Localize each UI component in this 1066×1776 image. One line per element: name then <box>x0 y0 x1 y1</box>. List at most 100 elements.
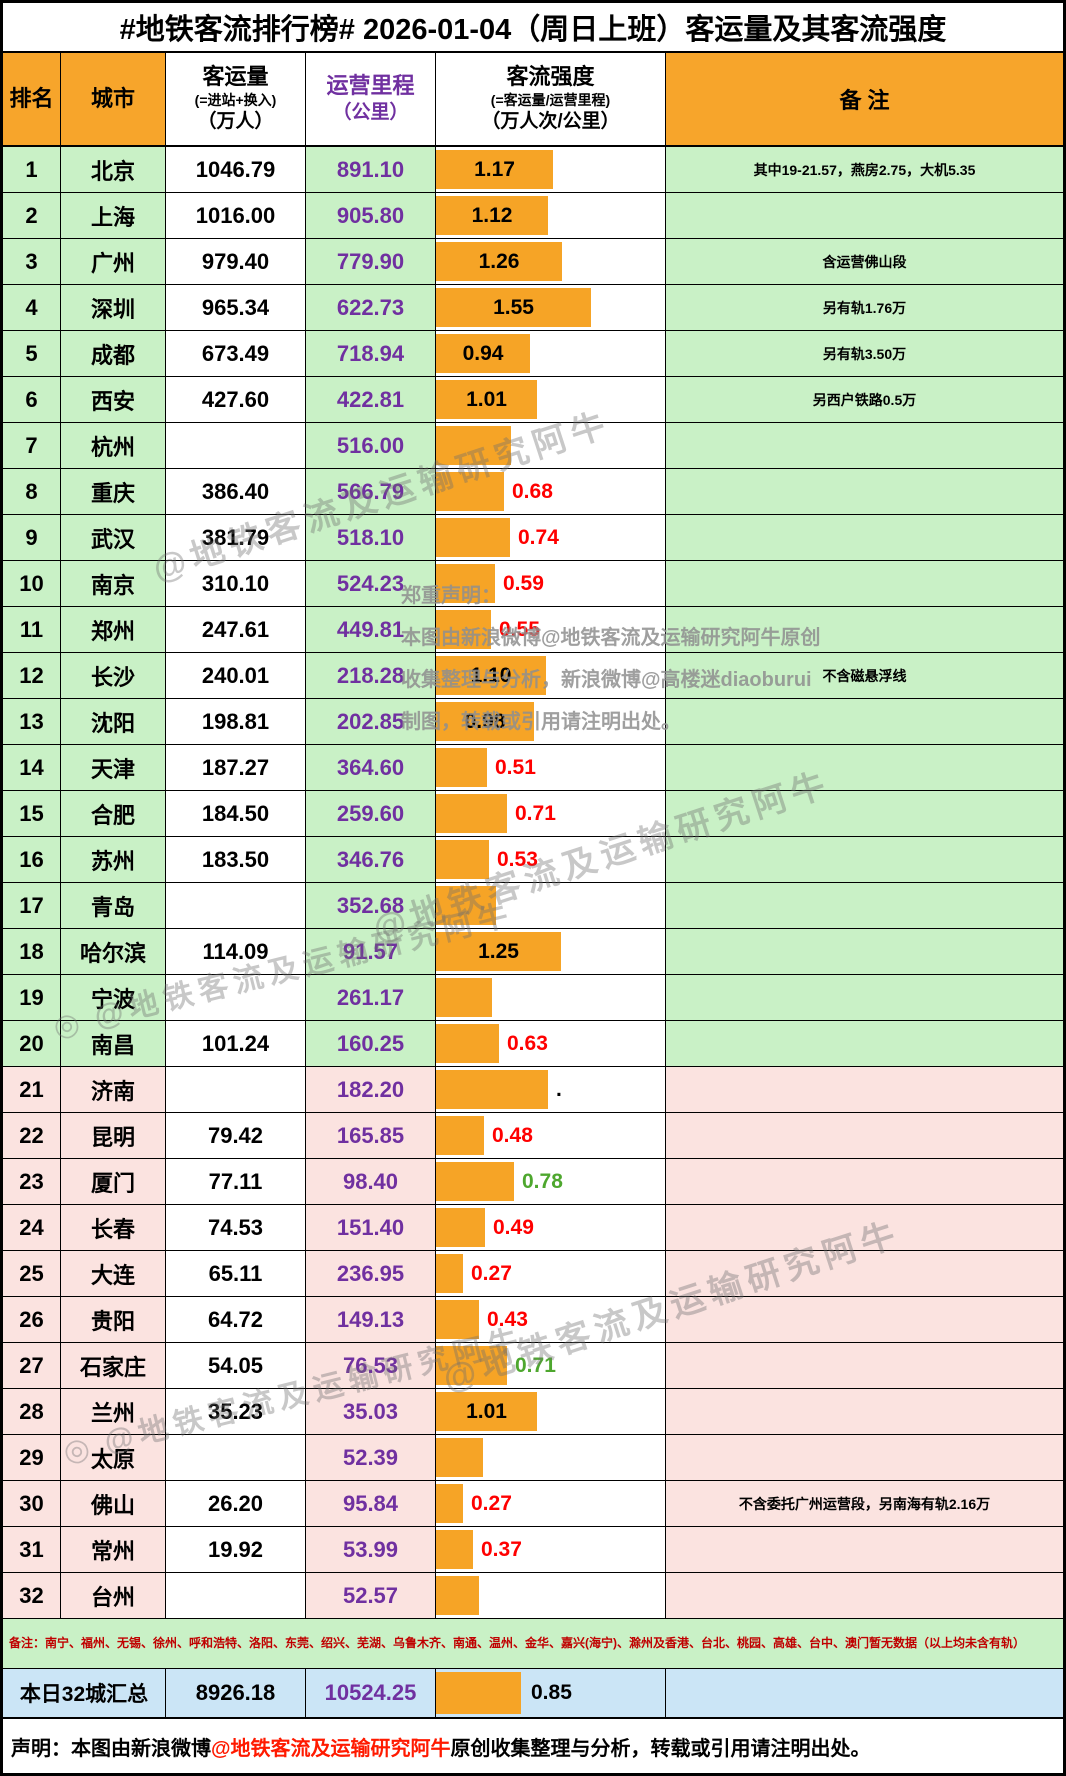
remark-cell <box>666 1435 1063 1480</box>
volume-cell: 247.61 <box>166 607 306 652</box>
remark-cell <box>666 883 1063 928</box>
intensity-value: 1.01 <box>466 1399 507 1423</box>
remark-cell <box>666 929 1063 974</box>
volume-cell: 54.05 <box>166 1343 306 1388</box>
declaration-suffix: 原创收集整理与分析，转载或引用请注明出处。 <box>450 1737 871 1760</box>
mileage-cell: 91.57 <box>306 929 436 974</box>
intensity-value: 1.55 <box>493 295 534 319</box>
intensity-value: 1.01 <box>466 387 507 411</box>
remark-cell <box>666 193 1063 238</box>
intensity-value: 0.71 <box>515 1353 556 1377</box>
intensity-cell: 0.55 <box>436 607 666 652</box>
intensity-cell: 0.27 <box>436 1481 666 1526</box>
mileage-cell: 218.28 <box>306 653 436 698</box>
intensity-value: 0.68 <box>512 479 553 503</box>
header-intensity-title: 客流强度 <box>506 64 595 89</box>
rank-cell: 29 <box>3 1435 61 1480</box>
table-row: 20 南昌 101.24 160.25 0.63 <box>3 1021 1063 1067</box>
mileage-cell: 346.76 <box>306 837 436 882</box>
summary-label: 本日32城汇总 <box>3 1669 166 1717</box>
volume-cell <box>166 1067 306 1112</box>
rank-cell: 14 <box>3 745 61 790</box>
volume-cell: 965.34 <box>166 285 306 330</box>
footnote-text: 备注：南宁、福州、无锡、徐州、呼和浩特、洛阳、东莞、绍兴、芜湖、乌鲁木齐、南通、… <box>9 1635 1025 1650</box>
intensity-cell: 0.68 <box>436 469 666 514</box>
intensity-value: 1.10 <box>470 663 512 687</box>
intensity-value: 0.53 <box>497 847 538 871</box>
city-cell: 沈阳 <box>61 699 166 744</box>
volume-cell <box>166 975 306 1020</box>
intensity-bar <box>436 150 553 189</box>
mileage-cell: 53.99 <box>306 1527 436 1572</box>
remark-cell <box>666 1389 1063 1434</box>
intensity-value: 0.37 <box>481 1537 522 1561</box>
intensity-bar <box>436 1024 499 1063</box>
city-cell: 合肥 <box>61 791 166 836</box>
intensity-cell: 1.55 <box>436 285 666 330</box>
remark-cell: 不含磁悬浮线 <box>666 653 1063 698</box>
volume-cell: 26.20 <box>166 1481 306 1526</box>
volume-cell: 74.53 <box>166 1205 306 1250</box>
remark-cell: 另有轨1.76万 <box>666 285 1063 330</box>
header-mileage: 运营里程 （公里） <box>306 53 436 145</box>
table-row: 13 沈阳 198.81 202.85 0.98 <box>3 699 1063 745</box>
remark-cell <box>666 699 1063 744</box>
intensity-cell: 0.94 <box>436 331 666 376</box>
intensity-bar <box>436 196 548 235</box>
volume-cell: 183.50 <box>166 837 306 882</box>
volume-cell: 187.27 <box>166 745 306 790</box>
rank-cell: 17 <box>3 883 61 928</box>
remark-cell <box>666 1251 1063 1296</box>
table-row: 22 昆明 79.42 165.85 0.48 <box>3 1113 1063 1159</box>
rank-cell: 16 <box>3 837 61 882</box>
remark-cell <box>666 975 1063 1020</box>
volume-cell: 673.49 <box>166 331 306 376</box>
intensity-bar <box>436 610 491 649</box>
intensity-bar <box>436 1208 485 1247</box>
summary-intensity-value: 0.85 <box>531 1681 572 1704</box>
remark-cell <box>666 515 1063 560</box>
mileage-cell: 149.13 <box>306 1297 436 1342</box>
volume-cell: 198.81 <box>166 699 306 744</box>
summary-volume: 8926.18 <box>166 1669 306 1717</box>
intensity-cell: 0.78 <box>436 1159 666 1204</box>
intensity-value: 0.78 <box>522 1169 563 1193</box>
intensity-value: 0.49 <box>493 1215 534 1239</box>
volume-cell <box>166 883 306 928</box>
rank-cell: 23 <box>3 1159 61 1204</box>
table-row: 32 台州 52.57 <box>3 1573 1063 1619</box>
table-row: 8 重庆 386.40 566.79 0.68 <box>3 469 1063 515</box>
intensity-value: 0.48 <box>492 1123 533 1147</box>
intensity-bar <box>436 1438 483 1477</box>
mileage-cell: 182.20 <box>306 1067 436 1112</box>
city-cell: 大连 <box>61 1251 166 1296</box>
summary-intensity-cell: 0.85 <box>436 1669 666 1717</box>
mileage-cell: 516.00 <box>306 423 436 468</box>
city-cell: 太原 <box>61 1435 166 1480</box>
remark-cell <box>666 469 1063 514</box>
intensity-value: 1.12 <box>471 203 513 227</box>
table-row: 24 长春 74.53 151.40 0.49 <box>3 1205 1063 1251</box>
summary-mileage: 10524.25 <box>306 1669 436 1717</box>
intensity-cell: 0.27 <box>436 1251 666 1296</box>
remark-cell: 另有轨3.50万 <box>666 331 1063 376</box>
table-row: 14 天津 187.27 364.60 0.51 <box>3 745 1063 791</box>
intensity-bar <box>436 564 495 603</box>
city-cell: 长沙 <box>61 653 166 698</box>
header-intensity: 客流强度 (=客运量/运营里程) （万人次/公里） <box>436 53 666 145</box>
intensity-bar <box>436 334 530 373</box>
rank-cell: 15 <box>3 791 61 836</box>
city-cell: 兰州 <box>61 1389 166 1434</box>
header-city-label: 城市 <box>90 86 135 111</box>
city-cell: 重庆 <box>61 469 166 514</box>
volume-cell: 386.40 <box>166 469 306 514</box>
declaration-handle: @地铁客流及运输研究阿牛 <box>211 1737 451 1760</box>
volume-cell: 381.79 <box>166 515 306 560</box>
summary-row: 本日32城汇总 8926.18 10524.25 0.85 <box>3 1669 1063 1719</box>
rank-cell: 9 <box>3 515 61 560</box>
mileage-cell: 261.17 <box>306 975 436 1020</box>
city-cell: 南昌 <box>61 1021 166 1066</box>
mileage-cell: 622.73 <box>306 285 436 330</box>
header-volume-title: 客运量 <box>202 64 269 89</box>
header-intensity-unit: （万人次/公里） <box>481 111 620 132</box>
